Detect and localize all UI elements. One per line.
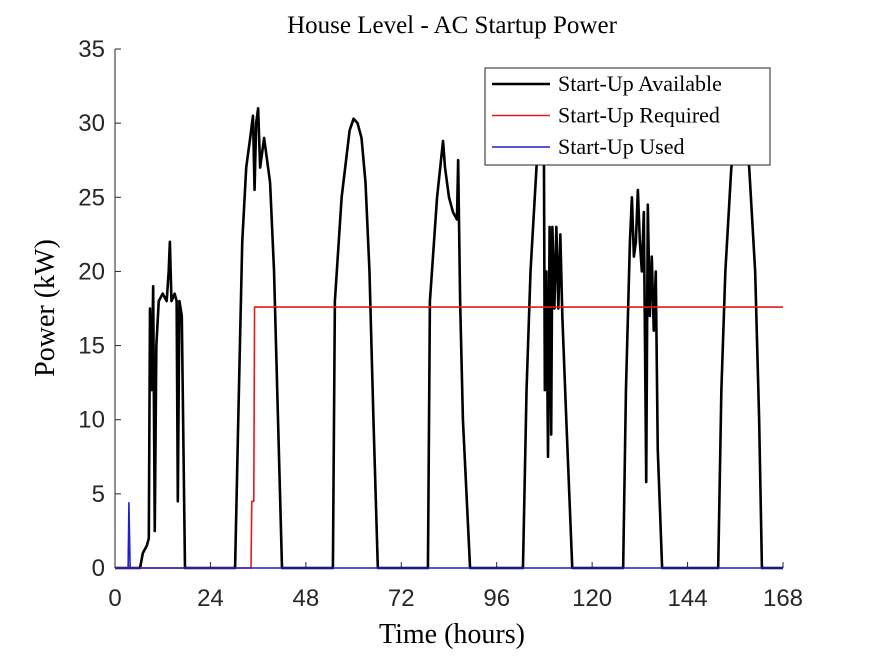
series-line xyxy=(115,77,783,570)
y-tick-label: 15 xyxy=(78,333,105,360)
y-tick-label: 25 xyxy=(78,184,105,211)
legend-label: Start-Up Required xyxy=(558,103,720,128)
y-tick-label: 35 xyxy=(78,36,105,63)
y-axis-label: Power (kW) xyxy=(30,239,61,377)
y-tick-label: 10 xyxy=(78,407,105,434)
x-tick-label: 96 xyxy=(483,585,510,612)
legend-label: Start-Up Available xyxy=(558,71,722,96)
x-tick-label: 144 xyxy=(668,585,708,612)
x-tick-label: 48 xyxy=(293,585,320,612)
series-line xyxy=(115,501,783,569)
x-tick-label: 0 xyxy=(108,585,121,612)
y-tick-label: 20 xyxy=(78,258,105,285)
x-tick-label: 168 xyxy=(763,585,803,612)
x-tick-label: 24 xyxy=(197,585,224,612)
legend-label: Start-Up Used xyxy=(558,134,684,159)
x-tick-label: 120 xyxy=(572,585,612,612)
x-axis-label: Time (hours) xyxy=(379,619,525,650)
y-tick-label: 0 xyxy=(92,555,105,582)
chart-title: House Level - AC Startup Power xyxy=(287,12,617,39)
y-tick-label: 30 xyxy=(78,110,105,137)
x-tick-label: 72 xyxy=(388,585,415,612)
y-tick-label: 5 xyxy=(92,481,105,508)
